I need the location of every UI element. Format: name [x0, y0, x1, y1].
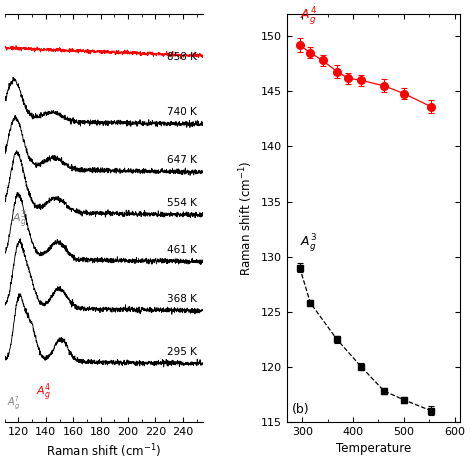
Text: $A^4_g$: $A^4_g$ [300, 5, 317, 27]
Text: $A^3_g$: $A^3_g$ [11, 209, 27, 231]
Y-axis label: Raman shift (cm$^{-1}$): Raman shift (cm$^{-1}$) [238, 160, 255, 276]
Text: $A^4_g$: $A^4_g$ [36, 382, 52, 404]
Text: 554 K: 554 K [167, 198, 197, 208]
X-axis label: Raman shift (cm$^{-1}$): Raman shift (cm$^{-1}$) [46, 442, 162, 460]
Text: 740 K: 740 K [167, 107, 197, 117]
Text: 368 K: 368 K [167, 294, 197, 304]
Text: $A^?_g$: $A^?_g$ [8, 395, 21, 412]
Text: 295 K: 295 K [167, 346, 197, 356]
Text: $A^3_g$: $A^3_g$ [300, 232, 317, 255]
Text: 858 K: 858 K [167, 52, 197, 62]
Text: 461 K: 461 K [167, 245, 197, 255]
Text: (b): (b) [292, 403, 310, 416]
X-axis label: Temperature: Temperature [336, 442, 411, 455]
Text: 647 K: 647 K [167, 155, 197, 165]
